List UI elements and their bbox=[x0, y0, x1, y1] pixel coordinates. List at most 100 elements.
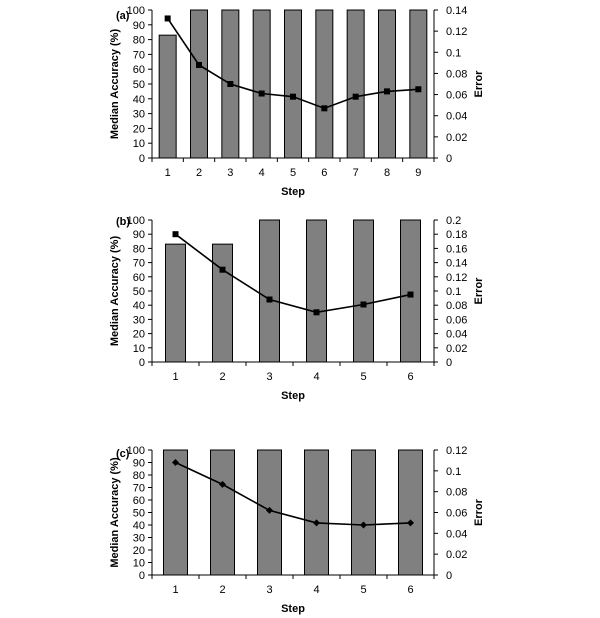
bar bbox=[165, 243, 186, 363]
y-tick-label-right: 0.06 bbox=[446, 314, 467, 326]
y-tick-label-left: 10 bbox=[133, 343, 145, 355]
error-point bbox=[407, 291, 414, 298]
y-tick-label-left: 50 bbox=[133, 286, 145, 298]
chart-panel-3: (c)010203040506070809010000.020.040.060.… bbox=[109, 445, 485, 615]
x-tick-label: 5 bbox=[360, 371, 366, 383]
y-tick-label-right: 0.08 bbox=[446, 68, 467, 80]
y-axis-title-right: Error bbox=[473, 70, 485, 98]
y-tick-label-left: 10 bbox=[133, 138, 145, 150]
bar bbox=[353, 219, 374, 363]
y-tick-label-right: 0.12 bbox=[446, 272, 467, 284]
y-axis-title-left: Median Accuracy (%) bbox=[109, 236, 121, 347]
bar bbox=[306, 219, 327, 363]
error-point bbox=[384, 88, 390, 95]
bar bbox=[190, 9, 208, 159]
y-tick-label-right: 0.1 bbox=[446, 47, 461, 59]
x-tick-label: 2 bbox=[219, 584, 225, 596]
x-tick-label: 3 bbox=[227, 167, 233, 179]
y-tick-label-right: 0.14 bbox=[446, 258, 467, 270]
error-point bbox=[360, 521, 367, 529]
x-tick-label: 4 bbox=[259, 167, 265, 179]
error-point bbox=[219, 266, 226, 273]
error-point bbox=[266, 506, 273, 514]
y-tick-label-right: 0 bbox=[446, 153, 452, 165]
y-tick-label-right: 0.08 bbox=[446, 487, 467, 499]
x-tick-label: 8 bbox=[384, 167, 390, 179]
y-tick-label-left: 20 bbox=[133, 545, 145, 557]
error-line bbox=[175, 233, 411, 314]
y-tick-label-left: 90 bbox=[133, 20, 145, 32]
x-tick-label: 1 bbox=[172, 371, 178, 383]
y-tick-label-left: 40 bbox=[133, 94, 145, 106]
bar bbox=[409, 9, 428, 159]
x-tick-label: 2 bbox=[219, 371, 225, 383]
error-point bbox=[172, 459, 179, 466]
bar bbox=[398, 449, 423, 576]
panel-label: (b) bbox=[116, 216, 130, 228]
error-point bbox=[164, 15, 171, 22]
y-tick-label-right: 0.06 bbox=[446, 90, 467, 102]
y-tick-label-left: 30 bbox=[133, 314, 145, 326]
y-tick-label-left: 10 bbox=[133, 558, 145, 570]
y-tick-label-right: 0.12 bbox=[446, 445, 467, 457]
bar bbox=[259, 219, 280, 363]
y-tick-label-left: 50 bbox=[133, 79, 145, 91]
y-tick-label-left: 0 bbox=[139, 570, 145, 582]
panel-label: (a) bbox=[116, 10, 130, 22]
bar bbox=[284, 9, 302, 159]
error-point bbox=[415, 86, 422, 93]
y-tick-label-left: 0 bbox=[139, 153, 145, 165]
y-tick-label-right: 0 bbox=[446, 570, 452, 582]
y-tick-label-right: 0.02 bbox=[446, 132, 467, 144]
y-tick-label-right: 0.1 bbox=[446, 286, 461, 298]
x-tick-label: 7 bbox=[353, 167, 359, 179]
y-axis-title-right: Error bbox=[473, 498, 485, 526]
y-axis-title-right: Error bbox=[473, 277, 485, 305]
error-point bbox=[313, 519, 320, 527]
y-axis-title-left: Median Accuracy (%) bbox=[109, 29, 121, 140]
y-tick-label-left: 100 bbox=[127, 5, 145, 17]
error-line bbox=[175, 461, 411, 526]
x-tick-label: 1 bbox=[165, 167, 171, 179]
y-tick-label-right: 0.12 bbox=[446, 26, 467, 38]
chart-panel-2: (b) 0 10 20 30 40 50 60 70 80 90 100 0 0.02 0.04 0.06 0.… bbox=[109, 215, 485, 402]
y-tick-label-right: 0.06 bbox=[446, 508, 467, 520]
bar bbox=[378, 9, 396, 159]
y-tick-label-right: 0.1 bbox=[446, 466, 461, 478]
error-point bbox=[407, 519, 414, 527]
y-tick-label-right: 0 bbox=[446, 357, 452, 369]
bar bbox=[304, 449, 329, 576]
x-tick-label: 1 bbox=[172, 584, 178, 596]
y-tick-label-right: 0.04 bbox=[446, 329, 467, 341]
error-point bbox=[196, 61, 202, 68]
bar bbox=[252, 9, 271, 159]
x-tick-label: 6 bbox=[407, 371, 413, 383]
x-axis-title: Step bbox=[281, 390, 305, 402]
x-tick-label: 6 bbox=[407, 584, 413, 596]
error-point bbox=[360, 301, 367, 308]
y-tick-label-left: 50 bbox=[133, 508, 145, 520]
panel-label: (c) bbox=[116, 448, 130, 460]
bar bbox=[346, 9, 365, 159]
y-tick-label-left: 60 bbox=[133, 495, 145, 507]
x-tick-label: 4 bbox=[313, 371, 319, 383]
y-tick-label-left: 80 bbox=[133, 470, 145, 482]
y-tick-label-left: 20 bbox=[133, 123, 145, 135]
error-point bbox=[266, 296, 273, 303]
error-point bbox=[290, 93, 296, 100]
y-tick-label-left: 60 bbox=[133, 64, 145, 76]
bar bbox=[351, 449, 376, 576]
chart-panel-1: (a) 0 10 20 30 40 50 60 70 80 90 100 0 0.02 0.04 0.06 0.… bbox=[109, 5, 485, 198]
bar bbox=[212, 243, 233, 363]
y-tick-label-left: 100 bbox=[127, 445, 145, 457]
error-point bbox=[258, 90, 265, 97]
bar bbox=[163, 449, 188, 576]
x-tick-label: 9 bbox=[415, 167, 421, 179]
y-tick-label-left: 70 bbox=[133, 258, 145, 270]
error-point bbox=[321, 105, 328, 112]
y-tick-label-left: 0 bbox=[139, 357, 145, 369]
x-tick-label: 3 bbox=[266, 371, 272, 383]
y-tick-label-left: 70 bbox=[133, 483, 145, 495]
y-tick-label-left: 80 bbox=[133, 35, 145, 47]
